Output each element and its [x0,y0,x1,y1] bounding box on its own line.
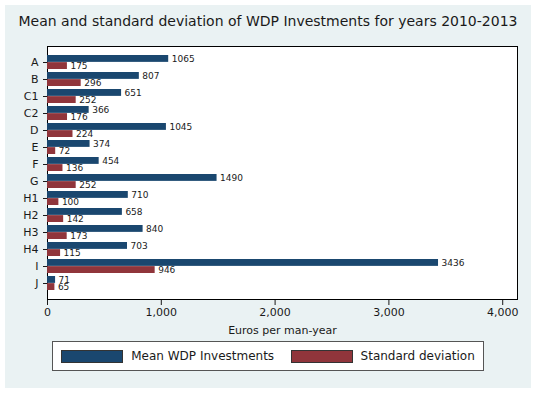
svg-text:G: G [30,175,39,188]
svg-text:Euros per man-year: Euros per man-year [228,324,337,337]
svg-text:1,000: 1,000 [146,306,178,319]
svg-text:840: 840 [146,224,163,234]
svg-text:252: 252 [79,180,96,190]
svg-text:H1: H1 [23,192,38,205]
svg-text:H2: H2 [23,209,38,222]
html-text:Standard deviation: Standard deviation [360,349,475,363]
svg-text:D: D [30,124,38,137]
svg-text:115: 115 [64,248,81,258]
svg-text:296: 296 [84,78,101,88]
svg-text:252: 252 [79,95,96,105]
svg-text:F: F [32,158,38,171]
svg-text:454: 454 [102,156,119,166]
svg-text:2,000: 2,000 [259,306,291,319]
svg-text:E: E [32,141,39,154]
svg-text:I: I [35,260,38,273]
svg-text:65: 65 [58,282,69,292]
svg-text:366: 366 [92,105,109,115]
svg-text:A: A [31,56,39,69]
svg-text:100: 100 [62,197,79,207]
svg-text:H4: H4 [23,243,38,256]
svg-text:374: 374 [93,139,110,149]
svg-text:703: 703 [131,241,148,251]
svg-text:807: 807 [142,71,159,81]
svg-text:175: 175 [70,61,87,71]
svg-text:946: 946 [158,265,175,275]
svg-text:0: 0 [44,306,51,319]
svg-text:3,000: 3,000 [373,306,405,319]
svg-text:4,000: 4,000 [487,306,519,319]
svg-text:1490: 1490 [220,173,243,183]
svg-text:J: J [34,277,38,290]
html-text:Mean WDP Investments: Mean WDP Investments [131,349,275,363]
svg-text:1065: 1065 [172,54,195,64]
svg-text:176: 176 [71,112,88,122]
svg-text:1045: 1045 [169,122,192,132]
svg-text:710: 710 [131,190,148,200]
html-text:Mean and standard deviation of: Mean and standard deviation of WDP Inves… [18,13,518,29]
svg-text:224: 224 [76,129,93,139]
svg-text:173: 173 [70,231,87,241]
svg-text:C1: C1 [24,90,39,103]
svg-text:658: 658 [125,207,142,217]
svg-text:3436: 3436 [442,258,465,268]
svg-text:C2: C2 [24,107,39,120]
svg-text:72: 72 [59,146,70,156]
svg-text:651: 651 [125,88,142,98]
svg-text:142: 142 [67,214,84,224]
svg-text:B: B [31,73,39,86]
svg-text:136: 136 [66,163,83,173]
svg-text:H3: H3 [23,226,38,239]
svg-text:71: 71 [58,274,70,285]
